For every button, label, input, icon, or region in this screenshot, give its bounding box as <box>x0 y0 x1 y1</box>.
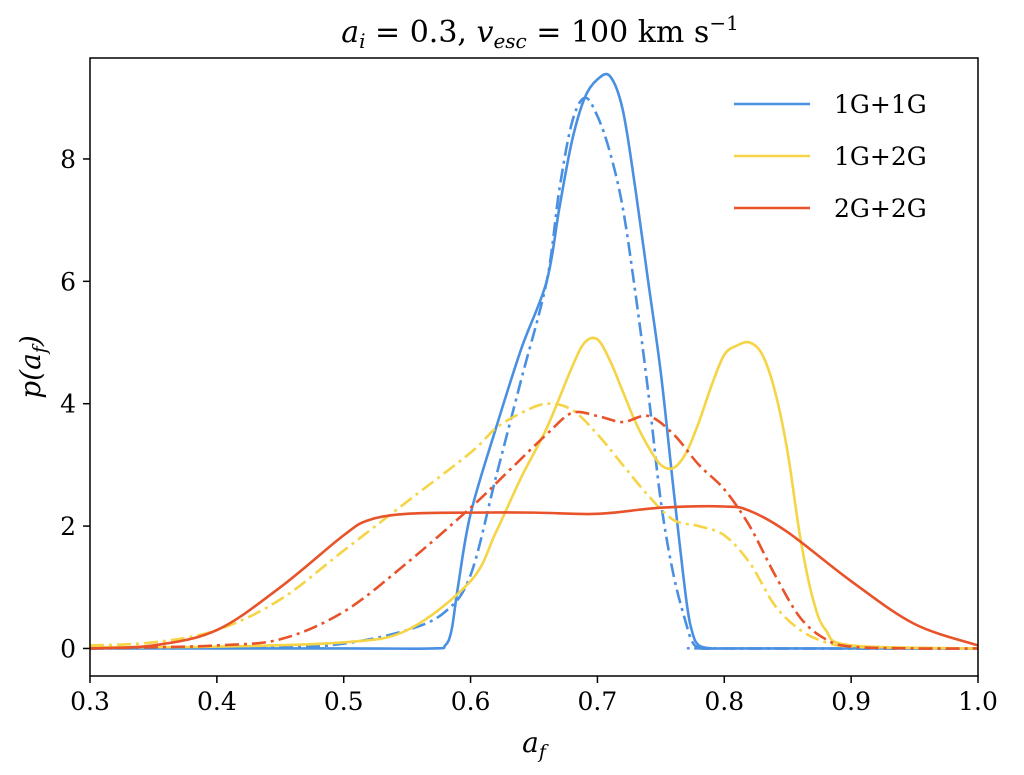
series-line-solid-0 <box>90 72 978 650</box>
x-tick-label: 0.6 <box>451 687 491 716</box>
y-tick-label: 6 <box>60 267 76 296</box>
series-layer <box>90 72 978 650</box>
y-axis: 0 2 4 6 8 <box>60 145 90 663</box>
series-line-solid-2 <box>90 336 978 650</box>
series-line-dashdot-1 <box>90 96 978 650</box>
x-axis-title: af <box>522 726 549 763</box>
series-line-dashdot-5 <box>90 410 978 650</box>
y-axis-title: p(af) <box>14 335 51 399</box>
x-tick-label: 0.8 <box>704 687 744 716</box>
legend-label: 1G+1G <box>834 90 927 119</box>
x-tick-label: 0.9 <box>831 687 871 716</box>
x-tick-label: 0.7 <box>578 687 618 716</box>
chart-title: ai = 0.3, vesc = 100 km s−1 <box>341 11 739 53</box>
y-tick-label: 8 <box>60 145 76 174</box>
legend: 1G+1G 1G+2G 2G+2G <box>734 90 927 223</box>
x-axis: 0.3 0.4 0.5 0.6 0.7 0.8 0.9 1.0 <box>70 676 998 716</box>
series-line-dashdot-3 <box>90 402 978 650</box>
y-tick-label: 0 <box>60 634 76 663</box>
x-tick-label: 0.3 <box>70 687 110 716</box>
y-tick-label: 4 <box>60 390 76 419</box>
legend-label: 2G+2G <box>834 194 927 223</box>
x-tick-label: 0.5 <box>324 687 364 716</box>
y-tick-label: 2 <box>60 512 76 541</box>
x-tick-label: 1.0 <box>958 687 998 716</box>
plot-frame <box>89 57 979 677</box>
x-tick-label: 0.4 <box>197 687 237 716</box>
series-line-solid-4 <box>90 505 978 650</box>
legend-label: 1G+2G <box>834 142 927 171</box>
